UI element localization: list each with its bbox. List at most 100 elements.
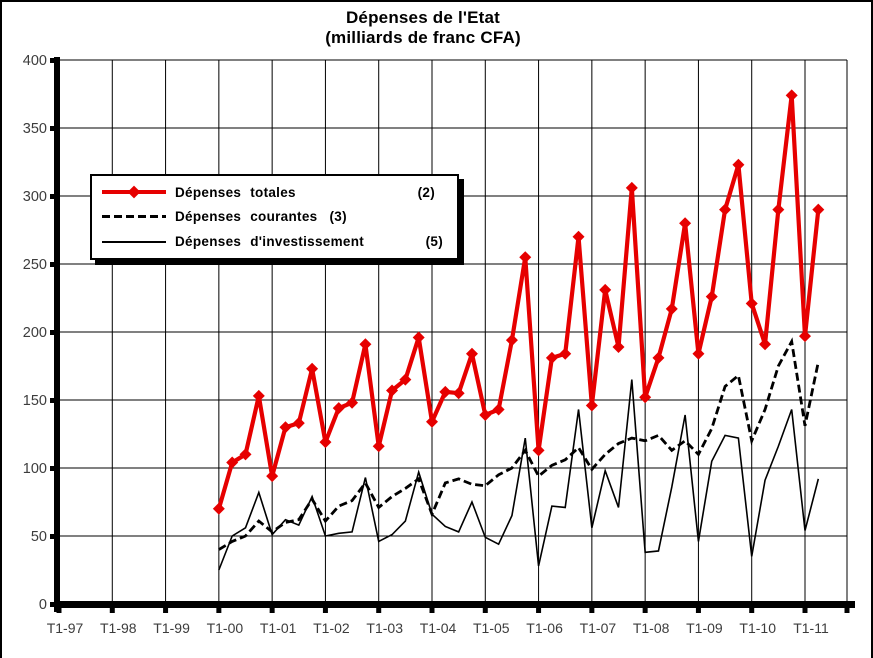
- totales-diamond-marker: [239, 448, 252, 461]
- gridlines: [59, 59, 848, 604]
- x-tick-label-T1-03: T1-03: [366, 620, 403, 636]
- x-tick-T1-97: [56, 607, 62, 613]
- totales-diamond-marker: [665, 302, 678, 315]
- chart-title: Dépenses de l'Etat (milliards de franc C…: [2, 8, 844, 48]
- legend-label: Dépenses d'investissement: [175, 234, 365, 250]
- totales-diamond-marker: [545, 351, 558, 364]
- totales-diamond-marker: [745, 297, 758, 310]
- legend-suffix: (3): [329, 209, 347, 225]
- totales-diamond-marker: [812, 203, 825, 216]
- legend-item-courantes: Dépenses courantes (3): [102, 205, 457, 229]
- totales-diamond-marker: [652, 351, 665, 364]
- totales-diamond-marker: [479, 408, 492, 421]
- totales-diamond-marker: [705, 290, 718, 303]
- totales-diamond-marker: [386, 384, 399, 397]
- x-tick-T1-05: [482, 607, 488, 613]
- x-tick-label-T1-97: T1-97: [47, 620, 84, 636]
- totales-diamond-marker: [639, 391, 652, 404]
- totales-diamond-marker: [426, 415, 438, 428]
- y-tick-350: [50, 126, 56, 131]
- totales-diamond-marker: [212, 502, 225, 515]
- totales-diamond-marker: [572, 230, 585, 243]
- totales-diamond-marker: [292, 417, 305, 430]
- totales-diamond-marker: [599, 283, 612, 296]
- totales-diamond-marker: [519, 251, 532, 264]
- totales-diamond-marker: [226, 456, 239, 469]
- totales-diamond-marker: [492, 403, 505, 416]
- totales-diamond-marker: [399, 373, 412, 386]
- y-axis-bar: [54, 57, 60, 612]
- totales-diamond-marker: [612, 340, 625, 353]
- totales-diamond-marker: [266, 470, 279, 483]
- totales-diamond-marker: [359, 338, 372, 351]
- x-tick-T1-01: [269, 607, 275, 613]
- x-tick-label-T1-06: T1-06: [526, 620, 563, 636]
- totales-diamond-marker: [785, 89, 798, 102]
- x-tick-label-T1-98: T1-98: [100, 620, 137, 636]
- x-tick-T1-10: [749, 607, 755, 613]
- y-tick-400: [50, 58, 56, 63]
- legend-item-totales: Dépenses totales (2): [102, 180, 457, 204]
- y-tick-50: [50, 534, 56, 539]
- totales-diamond-marker: [319, 436, 332, 449]
- y-tick-200: [50, 330, 56, 335]
- totales-diamond-marker: [772, 203, 785, 216]
- x-tick-T1-08: [642, 607, 648, 613]
- totales-diamond-marker: [332, 402, 345, 415]
- x-tick-T1-11: [802, 607, 808, 613]
- x-tick-label-T1-04: T1-04: [420, 620, 457, 636]
- dashed-line-sample: [102, 215, 166, 219]
- totales-diamond-marker: [452, 387, 465, 400]
- totales-diamond-marker: [625, 181, 638, 194]
- totales-diamond-marker: [532, 444, 545, 457]
- totales-diamond-marker: [585, 399, 598, 412]
- totales-diamond-marker: [439, 385, 452, 398]
- x-tick-label-T1-09: T1-09: [686, 620, 723, 636]
- x-tick-label-T1-11: T1-11: [793, 620, 829, 636]
- y-tick-label-300: 300: [23, 189, 47, 205]
- totales-diamond-marker: [372, 440, 385, 453]
- x-tick-label-T1-07: T1-07: [580, 620, 617, 636]
- series-totales-line: [216, 93, 821, 510]
- axis-tick-labels: 400 350 300 250 200 150 100 50 0T1-97 T1-98 T1-99 T…: [23, 53, 829, 636]
- y-tick-label-350: 350: [23, 121, 47, 137]
- totales-diamond-marker: [346, 396, 359, 409]
- legend-box: Dépenses totales (2) Dépenses courantes …: [90, 174, 459, 260]
- totales-diamond-marker: [732, 158, 745, 171]
- totales-diamond-marker: [759, 338, 772, 351]
- series-courantes-line: [218, 337, 820, 551]
- y-tick-300: [50, 194, 56, 199]
- legend-label: Dépenses courantes: [175, 209, 318, 225]
- x-tick-label-T1-05: T1-05: [473, 620, 510, 636]
- x-tick-T1-07: [589, 607, 595, 613]
- totales-diamond-marker: [559, 347, 572, 360]
- x-tick-T1-06: [536, 607, 542, 613]
- totales-diamond-marker: [505, 334, 518, 347]
- totales-diamond-marker: [252, 389, 265, 402]
- solid-line-sample: [102, 240, 166, 243]
- y-tick-label-150: 150: [23, 393, 47, 409]
- x-tick-T1-03: [376, 607, 382, 613]
- y-tick-250: [50, 262, 56, 267]
- x-tick-label-T1-10: T1-10: [739, 620, 776, 636]
- y-tick-0: [50, 602, 56, 607]
- chart-title-line1: Dépenses de l'Etat: [345, 8, 501, 27]
- x-tick-T1-02: [322, 607, 328, 613]
- x-tick-label-T1-02: T1-02: [313, 620, 350, 636]
- x-tick-label-T1-99: T1-99: [153, 620, 190, 636]
- x-axis-bar: [54, 601, 855, 608]
- totales-diamond-marker: [679, 217, 692, 230]
- y-tick-label-100: 100: [23, 461, 47, 477]
- legend-suffix: (5): [425, 234, 443, 250]
- x-tick-T1-04: [429, 607, 435, 613]
- series-investissement-line: [218, 379, 820, 571]
- red-line-diamond-sample: [102, 185, 166, 199]
- y-tick-label-400: 400: [23, 53, 47, 69]
- x-tick-T1-09: [695, 607, 701, 613]
- axes: [50, 57, 855, 613]
- totales-diamond-marker: [306, 362, 319, 375]
- x-tick-T1-98: [109, 607, 115, 613]
- x-tick-T1-00: [216, 607, 222, 613]
